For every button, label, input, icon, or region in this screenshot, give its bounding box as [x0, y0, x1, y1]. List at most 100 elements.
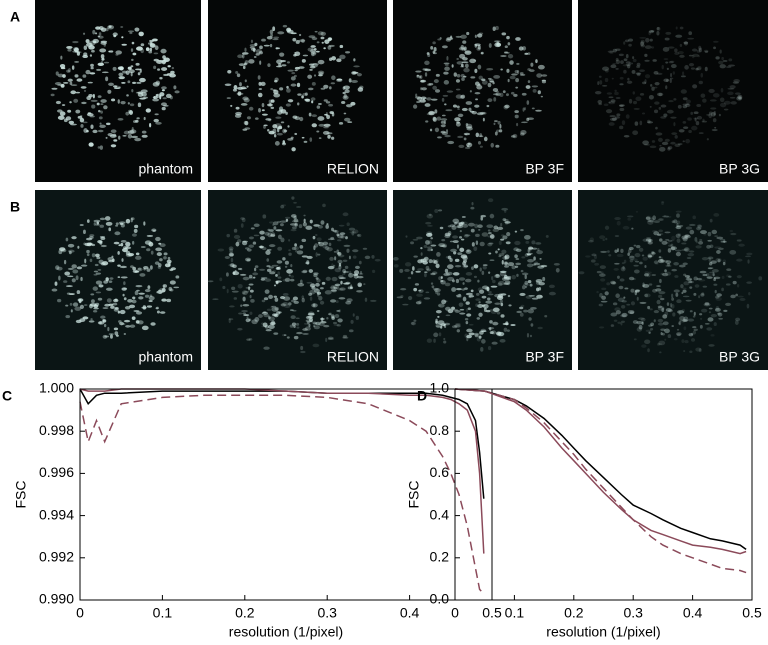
speckle [108, 82, 114, 86]
speckle [240, 86, 246, 90]
speckle [339, 287, 346, 291]
speckle [412, 266, 415, 271]
speckle [469, 58, 477, 64]
speckle [168, 286, 173, 292]
speckle [708, 111, 713, 115]
speckle [480, 328, 487, 333]
speckle [654, 101, 660, 105]
speckle [253, 234, 260, 237]
speckle [313, 325, 320, 330]
speckle [662, 272, 669, 277]
speckle [98, 32, 102, 36]
speckle [295, 322, 300, 326]
y-tick-label: 0.996 [39, 464, 74, 480]
speckle [66, 69, 70, 73]
speckle [458, 277, 466, 281]
speckle [460, 221, 465, 225]
speckle [651, 251, 655, 254]
speckle [125, 250, 131, 256]
speckle [114, 298, 118, 301]
speckle [660, 272, 665, 276]
speckle [656, 299, 661, 305]
speckle [90, 318, 93, 321]
speckle [614, 89, 617, 93]
speckle [82, 121, 88, 124]
speckle [140, 89, 148, 93]
speckle [242, 292, 246, 295]
speckle [671, 297, 675, 301]
speckle [536, 73, 543, 78]
speckle [266, 248, 272, 251]
speckle [676, 333, 681, 337]
speckle [444, 63, 449, 67]
speckle [427, 248, 432, 252]
speckle [470, 289, 474, 293]
speckle [691, 55, 695, 59]
speckle [675, 292, 679, 297]
speckle [131, 233, 137, 237]
speckle [144, 240, 152, 245]
speckle [520, 132, 525, 136]
speckle [715, 305, 720, 311]
speckle [428, 110, 435, 116]
speckle [168, 262, 171, 267]
speckle [169, 73, 176, 78]
speckle [651, 252, 656, 255]
speckle [370, 299, 377, 302]
speckle [443, 272, 450, 277]
speckle [510, 135, 516, 138]
speckle [441, 299, 447, 305]
speckle [325, 337, 328, 343]
speckle [619, 107, 625, 112]
speckle [68, 249, 75, 253]
speckle [276, 260, 283, 264]
speckle [108, 227, 112, 232]
speckle [653, 231, 660, 236]
speckle [610, 323, 615, 327]
speckle [312, 321, 317, 325]
speckle [465, 301, 470, 305]
speckle [528, 294, 535, 297]
speckle [604, 69, 609, 73]
speckle [327, 338, 334, 340]
speckle [130, 217, 135, 221]
speckle [482, 264, 488, 266]
speckle [295, 317, 300, 320]
speckle [245, 286, 252, 289]
speckle [157, 68, 161, 71]
speckle [297, 102, 300, 106]
speckle [493, 225, 499, 230]
speckle [633, 244, 637, 247]
speckle [228, 263, 236, 267]
speckle [535, 109, 542, 112]
speckle [270, 106, 275, 109]
speckle [54, 82, 62, 86]
speckle [296, 250, 304, 255]
speckle [400, 294, 404, 298]
speckle [301, 59, 306, 63]
speckle [248, 236, 255, 240]
speckle [478, 228, 481, 231]
speckle [668, 61, 674, 64]
speckle [125, 324, 131, 328]
speckle [267, 228, 271, 232]
speckle [698, 240, 704, 245]
speckle [540, 264, 548, 268]
speckle [673, 98, 677, 101]
speckle [260, 278, 266, 281]
speckle [678, 320, 682, 326]
y-tick-label: 0.4 [430, 506, 450, 522]
speckle [650, 83, 653, 87]
speckle [500, 302, 504, 307]
image-texture [50, 24, 180, 150]
speckle [514, 70, 519, 74]
speckle [97, 35, 101, 38]
speckle [499, 270, 507, 273]
speckle [492, 87, 499, 92]
speckle [63, 259, 67, 265]
speckle [477, 287, 483, 292]
speckle [135, 252, 140, 256]
speckle [639, 69, 645, 73]
speckle [745, 255, 751, 258]
speckle [246, 258, 251, 262]
